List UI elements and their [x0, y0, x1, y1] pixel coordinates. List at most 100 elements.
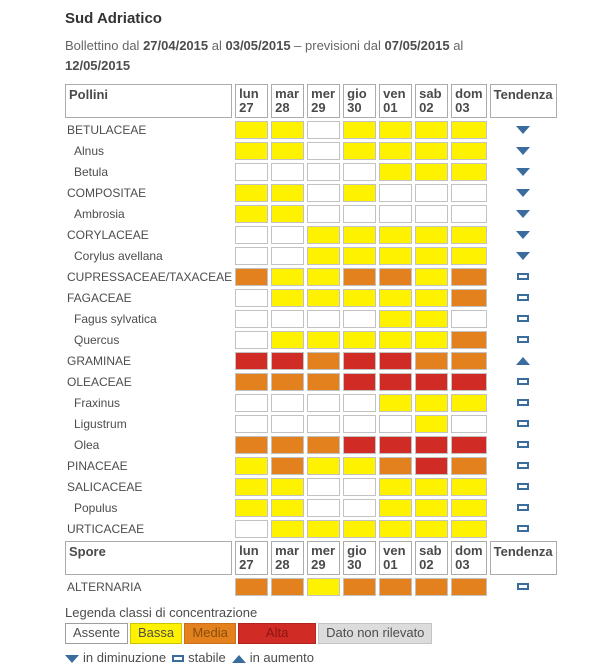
level-cell-bassa	[307, 226, 341, 244]
level-cell-bassa	[379, 121, 413, 139]
table-row: Quercus	[65, 331, 557, 349]
level-cell-bassa	[343, 142, 377, 160]
level-cell-assente	[235, 163, 269, 181]
forecast-end-date: 12/05/2015	[65, 58, 131, 73]
level-cell-assente	[307, 142, 341, 160]
level-cell-media	[235, 436, 269, 454]
table-row: Olea	[65, 436, 557, 454]
level-cell-bassa	[307, 578, 341, 596]
level-cell-bassa	[415, 415, 449, 433]
level-cell-bassa	[271, 478, 305, 496]
trend-stable-icon	[517, 441, 530, 449]
level-cell-bassa	[451, 226, 487, 244]
day-number: 03	[455, 557, 470, 572]
trend-cell	[490, 226, 557, 244]
level-cell-bassa	[415, 289, 449, 307]
level-cell-assente	[235, 247, 269, 265]
trend-down-icon	[516, 188, 531, 197]
table-row: Betula	[65, 163, 557, 181]
level-cell-bassa	[307, 457, 341, 475]
level-cell-assente	[235, 310, 269, 328]
level-cell-assente	[379, 415, 413, 433]
level-cell-bassa	[451, 163, 487, 181]
trend-cell	[490, 415, 557, 433]
level-cell-alta	[343, 373, 377, 391]
table-row: Ambrosia	[65, 205, 557, 223]
level-cell-assente	[307, 394, 341, 412]
level-cell-media	[307, 436, 341, 454]
trend-cell	[490, 457, 557, 475]
level-cell-assente	[415, 205, 449, 223]
day-number: 01	[383, 100, 398, 115]
level-cell-media	[415, 578, 449, 596]
level-cell-bassa	[271, 331, 305, 349]
subtitle-text: Bollettino dal	[65, 38, 144, 53]
level-cell-media	[271, 436, 305, 454]
level-cell-media	[271, 373, 305, 391]
level-cell-alta	[415, 457, 449, 475]
level-cell-assente	[271, 226, 305, 244]
trend-stable-icon	[517, 378, 530, 386]
trend-down-icon	[516, 167, 531, 176]
level-cell-assente	[343, 478, 377, 496]
day-name: mer	[311, 86, 336, 101]
level-cell-media	[451, 268, 487, 286]
level-cell-bassa	[307, 331, 341, 349]
level-cell-bassa	[379, 142, 413, 160]
level-cell-bassa	[379, 226, 413, 244]
level-cell-assente	[235, 394, 269, 412]
level-cell-assente	[343, 205, 377, 223]
bulletin-period: Bollettino dal 27/04/2015 al 03/05/2015 …	[65, 36, 535, 76]
level-cell-bassa	[415, 310, 449, 328]
day-number: 02	[419, 557, 434, 572]
subtitle-text: al	[208, 38, 226, 53]
level-cell-bassa	[379, 478, 413, 496]
table-row: GRAMINAE	[65, 352, 557, 370]
trend-cell	[490, 331, 557, 349]
table-row: Corylus avellana	[65, 247, 557, 265]
level-cell-bassa	[415, 499, 449, 517]
level-cell-assente	[451, 205, 487, 223]
level-cell-alta	[235, 352, 269, 370]
level-cell-bassa	[271, 520, 305, 538]
level-cell-assente	[343, 394, 377, 412]
day-name: mar	[275, 543, 300, 558]
header-row-spore: Spore lun 27 mar 28 mer 29 gio 30 ven 01 sab 02 dom 03…	[65, 541, 557, 575]
trend-cell	[490, 436, 557, 454]
page-title: Sud Adriatico	[65, 10, 162, 27]
level-cell-media	[343, 578, 377, 596]
level-cell-alta	[451, 373, 487, 391]
level-cell-bassa	[307, 520, 341, 538]
day-name: gio	[347, 543, 367, 558]
level-cell-assente	[307, 205, 341, 223]
level-cell-media	[235, 373, 269, 391]
level-cell-assente	[235, 226, 269, 244]
level-cell-bassa	[379, 310, 413, 328]
legend-trend-stable: stabile	[172, 650, 226, 665]
level-cell-assente	[307, 163, 341, 181]
level-cell-bassa	[415, 142, 449, 160]
table-row: FAGACEAE	[65, 289, 557, 307]
level-cell-alta	[271, 352, 305, 370]
level-cell-bassa	[451, 499, 487, 517]
row-label: COMPOSITAE	[67, 186, 147, 200]
level-cell-assente	[343, 163, 377, 181]
pollen-table: Pollini lun 27 mar 28 mer 29 gio 30 ven 01 sab 02 dom…	[62, 81, 560, 599]
day-name: ven	[383, 543, 406, 558]
table-row: PINACEAE	[65, 457, 557, 475]
level-cell-bassa	[271, 142, 305, 160]
row-label: Ambrosia	[74, 207, 125, 221]
forecast-start-date: 07/05/2015	[384, 38, 450, 53]
level-cell-assente	[235, 415, 269, 433]
row-label: SALICACEAE	[67, 480, 143, 494]
table-row: OLEACEAE	[65, 373, 557, 391]
row-label: Olea	[74, 438, 100, 452]
trend-stable-icon	[517, 294, 530, 302]
level-cell-bassa	[343, 247, 377, 265]
column-header-day: ven 01	[379, 84, 413, 118]
level-cell-bassa	[451, 520, 487, 538]
level-cell-assente	[271, 415, 305, 433]
level-cell-assente	[235, 289, 269, 307]
row-label: Populus	[74, 501, 118, 515]
level-cell-alta	[415, 373, 449, 391]
